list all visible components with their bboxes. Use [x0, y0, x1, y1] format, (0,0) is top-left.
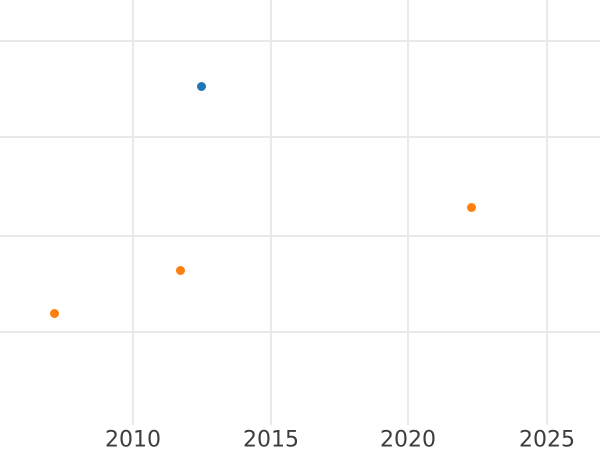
x-tick-label: 2010	[105, 427, 161, 450]
gridline-vertical	[270, 0, 272, 425]
data-point-blue	[196, 81, 206, 91]
gridline-horizontal	[0, 40, 600, 42]
gridline-horizontal	[0, 234, 600, 237]
data-point-orange	[175, 265, 185, 275]
gridline-vertical	[407, 0, 409, 425]
gridline-horizontal	[0, 136, 600, 138]
data-point-orange	[49, 308, 59, 318]
gridline-vertical	[132, 0, 134, 425]
x-tick-label: 2020	[380, 427, 436, 450]
gridline-horizontal	[0, 330, 600, 333]
x-tick-label: 2025	[519, 427, 575, 450]
data-point-orange	[466, 202, 476, 212]
gridline-vertical	[546, 0, 548, 425]
x-tick-label: 2015	[243, 427, 299, 450]
